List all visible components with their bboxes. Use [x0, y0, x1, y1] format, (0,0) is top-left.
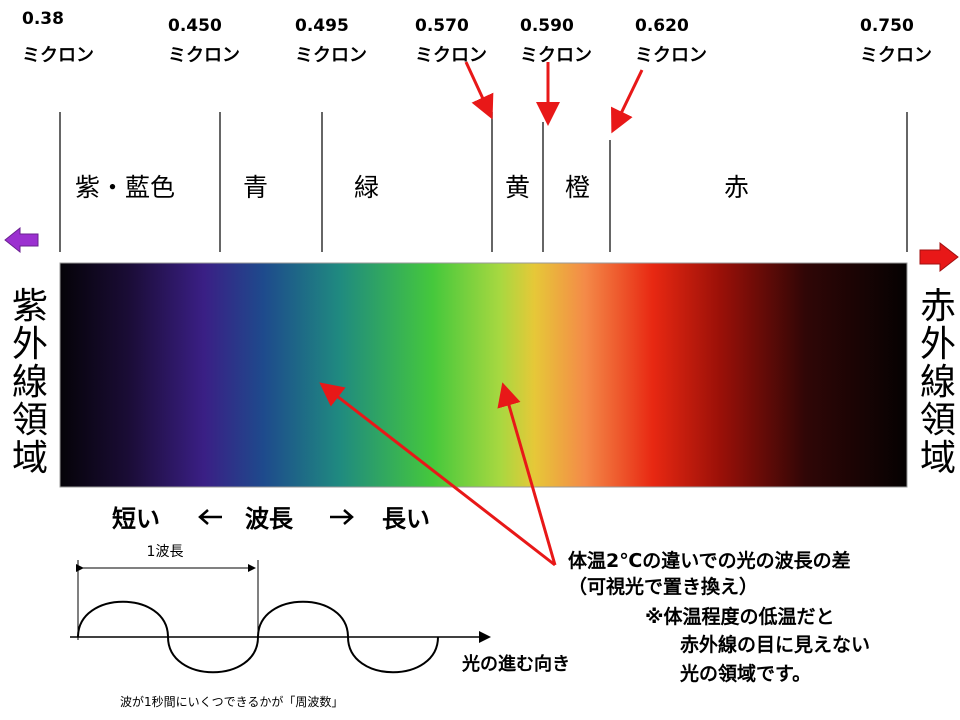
ann-note: 赤外線の目に見えない: [680, 633, 870, 656]
region-char: 紫: [12, 286, 48, 327]
right-arrow: [919, 241, 959, 273]
marker-value: 0.620: [635, 16, 689, 36]
marker-unit: ミクロン: [415, 45, 487, 66]
ann-line: （可視光で置き換え）: [568, 575, 758, 598]
band-label: 赤: [724, 173, 749, 202]
marker-unit: ミクロン: [295, 45, 367, 66]
marker-value: 0.750: [860, 16, 914, 36]
arrows: [319, 61, 644, 567]
marker-value: 0.38: [22, 9, 64, 29]
marker-unit: ミクロン: [860, 45, 932, 66]
band-label: 紫・藍色: [75, 173, 175, 202]
region-char: 線: [12, 362, 48, 403]
marker-value: 0.590: [520, 16, 574, 36]
marker-unit: ミクロン: [520, 45, 592, 66]
caption: 波が1秒間にいくつできるかが「周波数」: [120, 694, 343, 709]
marker-value: 0.450: [168, 16, 222, 36]
long: 長い: [382, 505, 430, 533]
band-label: 青: [243, 173, 268, 202]
wave: [70, 560, 491, 674]
region-char: 領: [920, 400, 956, 441]
region-char: 域: [920, 438, 956, 479]
band-label: 緑: [354, 173, 379, 202]
ann-note: ※体温程度の低温だと: [645, 605, 834, 628]
region-char: 外: [920, 324, 956, 365]
region-char: 域: [12, 438, 48, 479]
marker-value: 0.495: [295, 16, 349, 36]
band-label: 黄: [505, 173, 530, 202]
region-char: 領: [12, 400, 48, 441]
markers: 0.38 ミクロン 0.450 ミクロン 0.495 ミクロン 0.570 ミクロン 0.590…: [22, 9, 932, 252]
direction: 光の進む向き: [461, 653, 570, 675]
marker-unit: ミクロン: [635, 45, 707, 66]
annotation: 体温2℃の違いでの光の波長の差 （可視光で置き換え） ※体温程度の低温だと 赤外…: [568, 549, 870, 685]
marker-value: 0.570: [415, 16, 469, 36]
left-arrow: [4, 226, 39, 254]
region-char: 赤: [920, 286, 956, 327]
wl-arrows: [198, 509, 354, 525]
wavelength: 波長: [245, 505, 294, 533]
band-label: 橙: [565, 173, 590, 202]
ann-note: 光の領域です。: [679, 662, 811, 685]
marker-unit: ミクロン: [22, 45, 94, 66]
spectrum: [59, 262, 908, 488]
region-char: 線: [920, 362, 956, 403]
region-char: 外: [12, 324, 48, 365]
ann-line: 体温2℃の違いでの光の波長の差: [568, 549, 851, 572]
marker-unit: ミクロン: [168, 45, 240, 66]
period-label: 1波長: [147, 544, 184, 560]
short: 短い: [112, 505, 160, 533]
